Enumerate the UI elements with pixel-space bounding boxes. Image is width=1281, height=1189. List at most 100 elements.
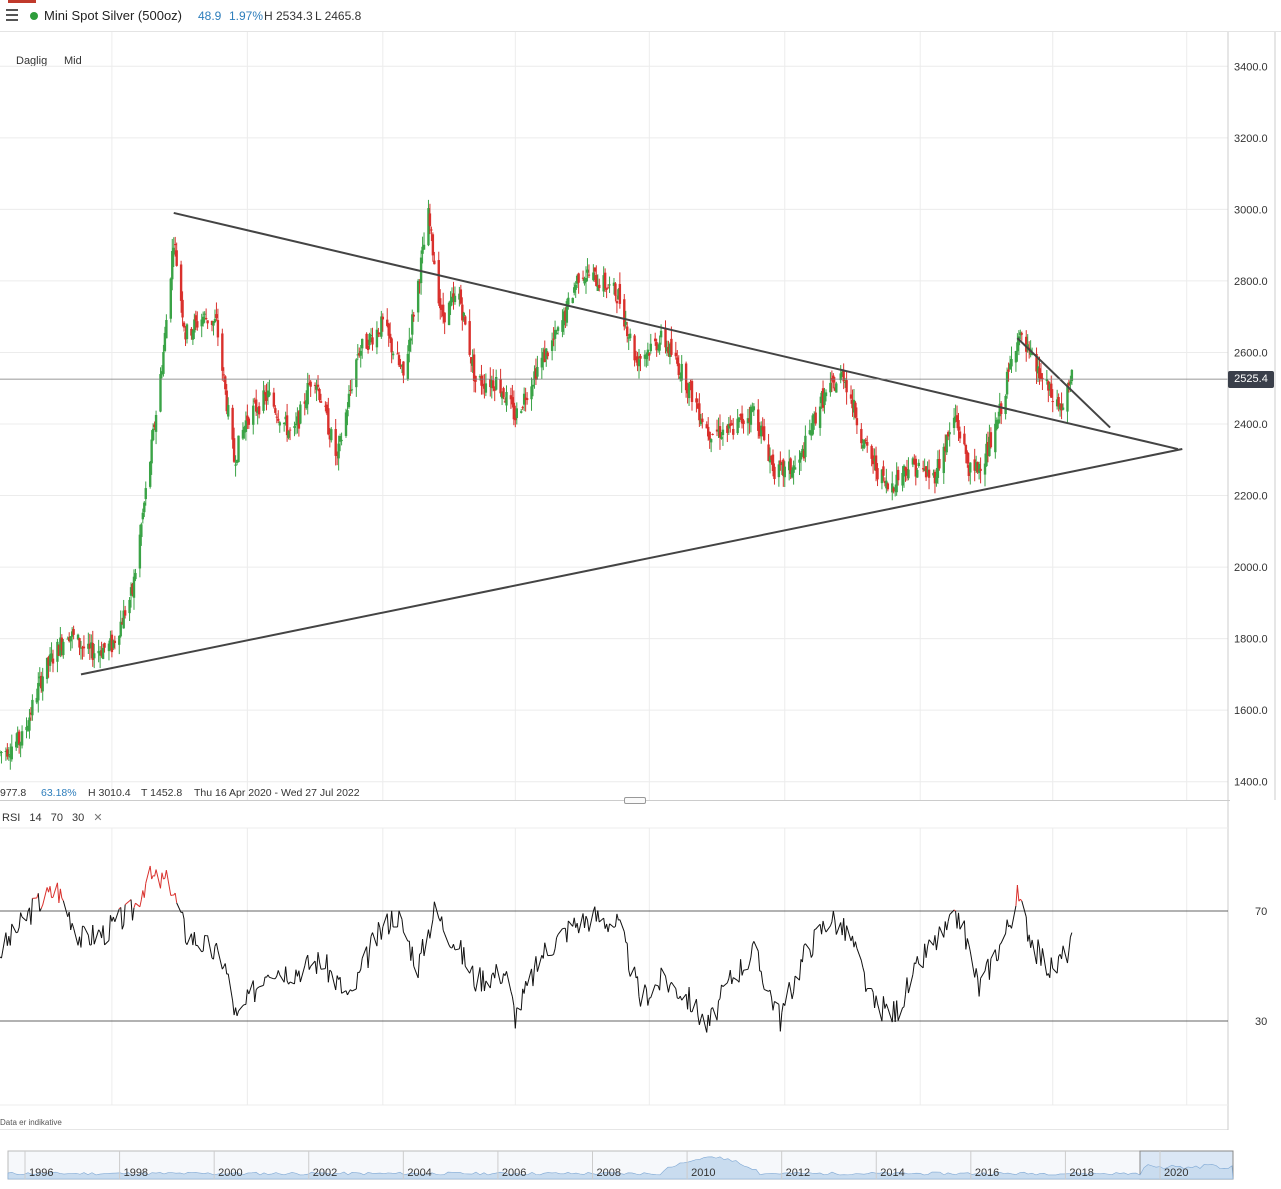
rsi-segment — [731, 977, 734, 985]
candle-body — [593, 267, 597, 272]
candle-body — [546, 352, 549, 357]
candle-body — [169, 278, 172, 319]
candle-body — [718, 426, 722, 438]
menu-icon[interactable] — [6, 9, 18, 21]
candle-body — [670, 338, 673, 355]
rsi-segment — [71, 923, 75, 929]
candle-body — [782, 459, 785, 476]
trendline-upper[interactable] — [173, 211, 1179, 451]
instrument-name[interactable]: Mini Spot Silver (500oz) — [44, 8, 182, 23]
rsi-segment — [108, 915, 111, 941]
y-tick-label: 2200.0 — [1234, 491, 1268, 503]
rsi-segment — [943, 921, 946, 938]
candle-body — [377, 332, 380, 334]
rsi-segment — [20, 912, 23, 918]
rsi-segment — [232, 1000, 235, 1016]
candle-body — [26, 725, 30, 731]
trendline-lower[interactable] — [80, 448, 1183, 676]
rsi-segment — [391, 910, 394, 928]
rsi-segment — [1011, 905, 1017, 929]
rsi-segment — [994, 949, 998, 961]
rsi-segment — [810, 954, 814, 958]
candle-body — [171, 250, 174, 280]
price-chart[interactable]: 1400.0 1600.0 1800.0 2000.0 2200.0 2400.0 2600… — [0, 32, 1281, 800]
candle-body — [852, 399, 856, 413]
candle-body — [924, 466, 928, 478]
candle-body — [369, 334, 373, 337]
rsi-segment — [634, 966, 637, 979]
rsi-segment — [316, 952, 319, 974]
close-icon[interactable]: ✕ — [93, 812, 103, 824]
rsi-segment — [274, 975, 278, 979]
candle-body — [913, 459, 916, 465]
rsi-segment — [494, 964, 497, 979]
candle-body — [855, 418, 859, 426]
candle-body — [833, 387, 837, 391]
candle-body — [296, 416, 299, 425]
candle-body — [505, 391, 508, 406]
candle-body — [284, 416, 287, 420]
rsi-segment — [485, 980, 491, 989]
candle-body — [1050, 383, 1053, 398]
candle-body — [459, 289, 463, 304]
candle-body — [287, 431, 290, 438]
rsi-segment — [536, 955, 543, 972]
rsi-segment — [397, 910, 400, 928]
candle-body — [945, 435, 948, 453]
interval-selector[interactable]: Daglig — [16, 55, 48, 67]
trendline-short-down[interactable] — [1016, 337, 1111, 429]
candle-body — [923, 468, 926, 471]
candle-body — [416, 280, 420, 313]
rsi-segment — [472, 965, 475, 987]
candle-body — [656, 348, 660, 350]
candle-body — [224, 376, 227, 390]
rsi-segment — [140, 890, 144, 900]
navigator-tick-label: 2004 — [407, 1167, 431, 1179]
candle-body — [804, 435, 807, 458]
navigator[interactable]: 1996 1998 2000 2002 2004 2006 2008 2010 2012 2014… — [0, 1149, 1281, 1189]
candle-body — [596, 285, 599, 291]
candle-body — [380, 316, 383, 337]
candle-body — [926, 469, 929, 473]
candle-body — [462, 312, 465, 317]
candle-body — [201, 316, 205, 324]
rsi-segment — [489, 974, 493, 989]
price-type-selector[interactable]: Mid — [64, 55, 82, 67]
rsi-segment — [186, 933, 192, 945]
candle-body — [381, 316, 385, 320]
rsi-label[interactable]: RSI — [2, 812, 21, 824]
rsi-segment — [49, 886, 53, 898]
rsi-segment — [980, 970, 986, 979]
candle-body — [489, 378, 492, 388]
rsi-segment — [511, 996, 515, 1006]
rsi-segment — [670, 981, 677, 989]
rsi-segment — [856, 948, 862, 961]
rsi-segment — [326, 954, 329, 983]
candle-body — [983, 463, 987, 475]
candle-body — [1016, 342, 1019, 352]
candle-body — [901, 472, 904, 486]
candle-body — [973, 459, 976, 471]
candle-body — [522, 393, 526, 405]
rsi-segment — [376, 922, 379, 947]
candle-body — [35, 697, 39, 703]
candle-body — [123, 610, 127, 616]
candle-body — [979, 468, 982, 471]
candle-body — [686, 389, 689, 394]
candle-body — [790, 470, 794, 478]
rsi-segment — [366, 946, 369, 968]
candle-body — [29, 712, 33, 715]
rsi-segment — [423, 929, 429, 957]
candle-body — [1010, 359, 1013, 367]
rsi-segment — [93, 929, 100, 945]
rsi-segment — [835, 922, 842, 935]
rsi-segment — [865, 988, 868, 992]
rsi-segment — [902, 1006, 905, 1009]
rsi-segment — [573, 917, 577, 928]
pane-resize-handle[interactable] — [624, 797, 646, 804]
candle-body — [502, 388, 505, 398]
rsi-segment — [738, 959, 742, 983]
rsi-segment — [124, 900, 130, 906]
rsi-segment — [308, 966, 312, 970]
